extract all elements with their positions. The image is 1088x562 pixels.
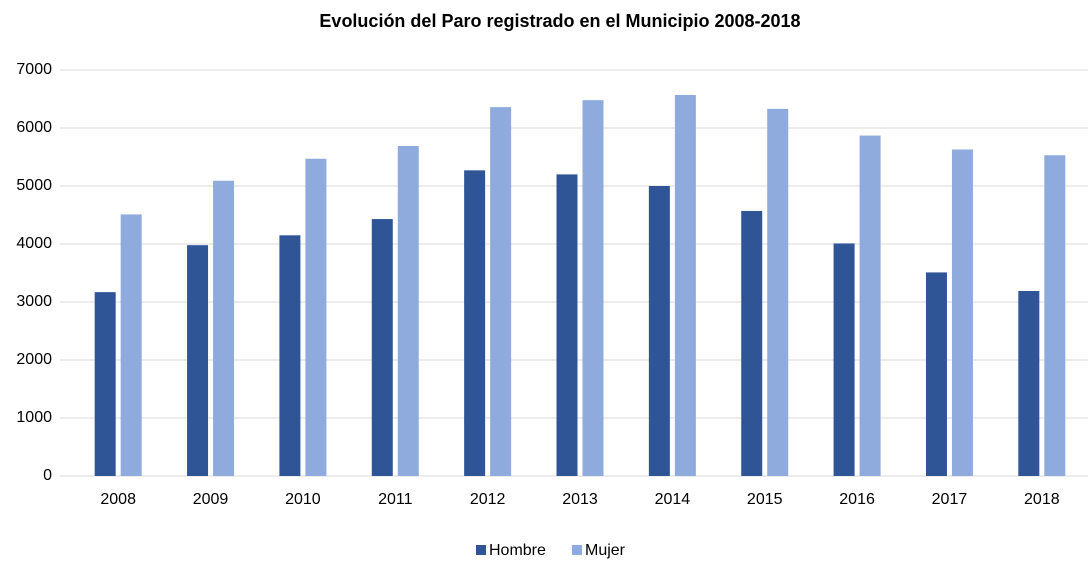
bar [582,100,604,476]
bar [279,235,301,476]
legend-swatch [476,545,486,555]
y-tick-label: 6000 [16,119,52,136]
bar [94,292,116,476]
bar [859,135,881,477]
y-tick-label: 3000 [16,293,52,310]
x-tick-label: 2015 [747,491,783,508]
chart-title: Evolución del Paro registrado en el Muni… [319,11,800,31]
bar [674,94,696,476]
x-tick-label: 2011 [378,491,413,508]
legend-label: Mujer [585,542,626,559]
bar [833,243,855,476]
x-tick-label: 2014 [655,491,691,508]
bar [120,214,142,477]
bar [648,186,670,476]
x-tick-label: 2017 [932,491,968,508]
bar [305,158,327,477]
bar [397,145,419,477]
legend-label: Hombre [489,542,546,559]
x-tick-label: 2010 [285,491,321,508]
y-tick-label: 1000 [16,409,52,426]
bar [371,219,393,476]
bar [490,107,512,477]
y-tick-label: 4000 [16,235,52,252]
y-tick-label: 2000 [16,351,52,368]
bar [1018,290,1040,476]
y-tick-label: 0 [43,467,52,484]
bar [767,108,789,477]
x-tick-label: 2008 [100,491,136,508]
bar [925,272,947,476]
x-tick-label: 2013 [562,491,598,508]
y-tick-label: 7000 [16,61,52,78]
x-tick-label: 2018 [1024,491,1060,508]
x-tick-label: 2012 [470,491,506,508]
x-tick-label: 2009 [193,491,229,508]
bar [556,174,578,476]
bar [213,180,235,476]
bar [464,170,486,476]
bar [741,210,763,476]
bar [1044,155,1066,476]
y-tick-label: 5000 [16,177,52,194]
legend-swatch [572,545,582,555]
x-tick-label: 2016 [839,491,875,508]
bar [951,149,973,476]
bar [187,245,209,476]
